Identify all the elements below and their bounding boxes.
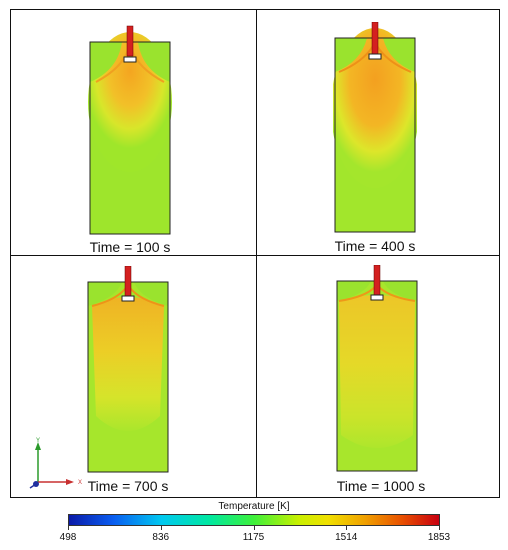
nozzle-icon xyxy=(371,22,379,55)
colorbar-title: Temperature [K] xyxy=(218,501,290,512)
temperature-field-100 xyxy=(88,25,172,236)
colorbar-tick-label: 1514 xyxy=(335,532,358,543)
colorbar xyxy=(68,514,440,526)
panel-label-100: Time = 100 s xyxy=(89,239,171,255)
temperature-field-400 xyxy=(333,22,417,233)
nozzle-icon xyxy=(124,266,132,297)
axes-triad-icon: Y X xyxy=(29,438,82,489)
colorbar-tick-mark xyxy=(68,526,69,530)
colorbar-tick-mark xyxy=(160,526,162,530)
panel-time-100 xyxy=(88,24,172,236)
temperature-field-1000 xyxy=(336,265,418,472)
nozzle-icon xyxy=(126,25,134,57)
colorbar-tick-label: 498 xyxy=(59,532,77,543)
colorbar-tick-label: 836 xyxy=(152,532,170,543)
panel-divider-vertical xyxy=(256,9,257,498)
colorbar-tick-mark xyxy=(439,526,440,530)
panel-label-400: Time = 400 s xyxy=(334,238,416,254)
panel-divider-horizontal xyxy=(10,255,500,256)
panel-time-1000 xyxy=(335,265,419,475)
colorbar-tick-label: 1175 xyxy=(242,532,265,543)
temperature-field-700 xyxy=(87,266,169,473)
panel-label-700: Time = 700 s xyxy=(87,478,169,494)
colorbar-tick-mark xyxy=(346,526,348,530)
panel-time-400 xyxy=(333,22,417,234)
axis-y-label: Y xyxy=(36,438,40,444)
axis-x-label: X xyxy=(78,480,82,486)
colorbar-tick-label: 1853 xyxy=(427,532,451,543)
colorbar-tick-mark xyxy=(253,526,255,530)
panel-time-700 xyxy=(86,266,170,476)
panel-label-1000: Time = 1000 s xyxy=(336,478,426,494)
nozzle-icon xyxy=(373,265,381,296)
figure-frame xyxy=(10,9,500,498)
